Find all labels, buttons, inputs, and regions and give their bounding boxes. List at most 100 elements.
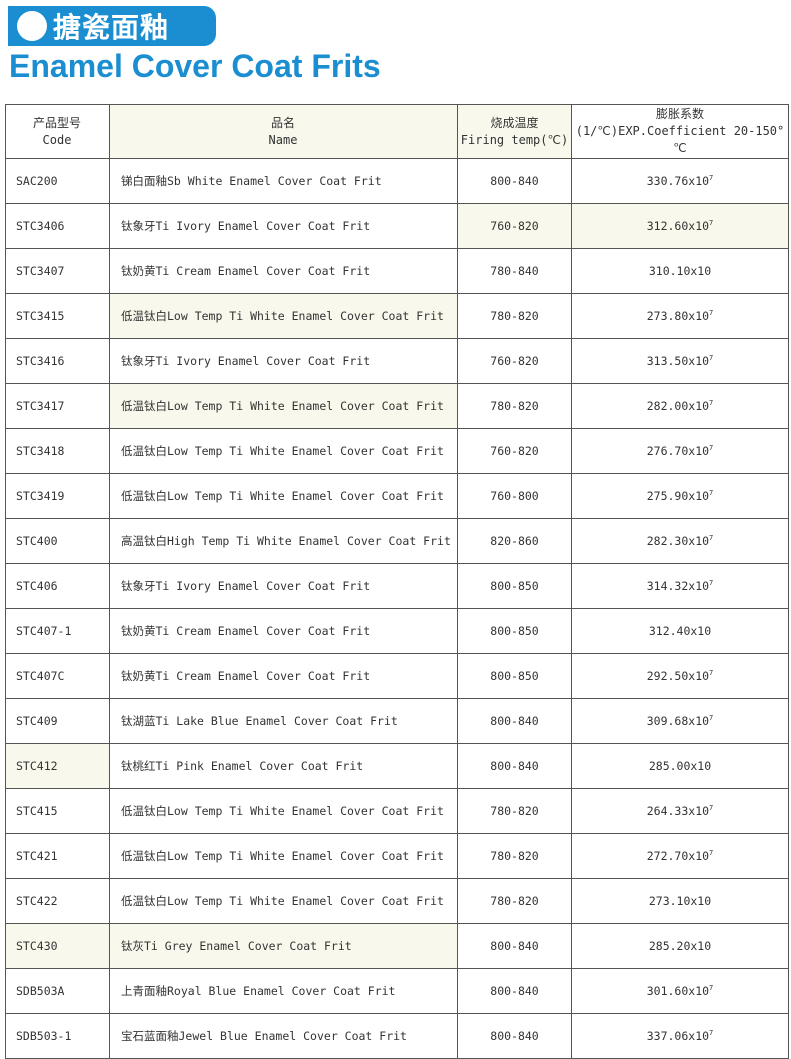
cell-temp: 800-850 <box>457 653 572 699</box>
cell-name: 低温钛白Low Temp Ti White Enamel Cover Coat … <box>109 473 458 519</box>
cell-code: STC430 <box>5 923 110 969</box>
cell-temp: 760-820 <box>457 338 572 384</box>
banner-title: 搪瓷面釉 <box>53 11 170 44</box>
cell-name: 钛桃红Ti Pink Enamel Cover Coat Frit <box>109 743 458 789</box>
cell-code: STC3406 <box>5 203 110 249</box>
table-row: STC407C 钛奶黄Ti Cream Enamel Cover Coat Fri… <box>5 653 789 699</box>
cell-temp: 780-820 <box>457 878 572 924</box>
coef-value: 272.70x10 <box>646 849 710 863</box>
cell-code: SDB503A <box>5 968 110 1014</box>
coef-exponent: 7 <box>709 984 714 993</box>
column-header-zh: 产品型号 <box>32 115 81 130</box>
coef-value: 309.68x10 <box>646 714 710 728</box>
coef-exponent: 7 <box>709 1029 714 1038</box>
cell-coef: 312.60x107 <box>571 203 789 249</box>
bullet-circle-icon <box>17 11 47 41</box>
cell-name: 低温钛白Low Temp Ti White Enamel Cover Coat … <box>109 833 458 879</box>
cell-name: 低温钛白Low Temp Ti White Enamel Cover Coat … <box>109 428 458 474</box>
column-header-zh: 膨胀系数 <box>655 107 704 121</box>
coef-value: 275.90x10 <box>646 489 710 503</box>
cell-code: STC415 <box>5 788 110 834</box>
section-banner: 搪瓷面釉 <box>8 6 216 46</box>
cell-name: 高温钛白High Temp Ti White Enamel Cover Coat… <box>109 518 458 564</box>
coef-exponent: 7 <box>709 849 714 858</box>
cell-code: STC407C <box>5 653 110 699</box>
coef-exponent: 7 <box>709 804 714 813</box>
cell-temp: 800-840 <box>457 158 572 204</box>
column-header-en: Name <box>268 132 298 147</box>
coef-exponent: 7 <box>709 309 714 318</box>
cell-code: STC3416 <box>5 338 110 384</box>
cell-coef: 273.80x107 <box>571 293 789 339</box>
column-header-en: Code <box>42 132 72 147</box>
cell-coef: 314.32x107 <box>571 563 789 609</box>
coef-value: 273.10x10 <box>648 894 712 908</box>
coef-value: 301.60x10 <box>646 984 710 998</box>
cell-code: STC3419 <box>5 473 110 519</box>
table-row: STC407-1 钛奶黄Ti Cream Enamel Cover Coat Fr… <box>5 608 789 654</box>
coef-exponent: 7 <box>709 444 714 453</box>
coef-value: 313.50x10 <box>646 354 710 368</box>
cell-coef: 276.70x107 <box>571 428 789 474</box>
table-row: STC3406 钛象牙Ti Ivory Enamel Cover Coat Fri… <box>5 203 789 249</box>
coef-value: 273.80x10 <box>646 309 710 323</box>
cell-code: STC400 <box>5 518 110 564</box>
cell-code: SDB503-1 <box>5 1013 110 1059</box>
cell-code: STC407-1 <box>5 608 110 654</box>
coef-value: 285.00x10 <box>648 759 712 773</box>
cell-name: 钛奶黄Ti Cream Enamel Cover Coat Frit <box>109 653 458 699</box>
table-row: STC422 低温钛白Low Temp Ti White Enamel Cover… <box>5 878 789 924</box>
table-row: SAC200 锑白面釉Sb White Enamel Cover Coat Fri… <box>5 158 789 204</box>
coef-exponent: 7 <box>709 219 714 228</box>
table-row: STC3407 钛奶黄Ti Cream Enamel Cover Coat Fri… <box>5 248 789 294</box>
cell-coef: 292.50x107 <box>571 653 789 699</box>
table-row: STC3416 钛象牙Ti Ivory Enamel Cover Coat Fri… <box>5 338 789 384</box>
coef-value: 285.20x10 <box>648 939 712 953</box>
coef-exponent: 7 <box>709 399 714 408</box>
cell-temp: 780-820 <box>457 293 572 339</box>
coef-value: 314.32x10 <box>646 579 710 593</box>
cell-coef: 310.10x10 <box>571 248 789 294</box>
coef-exponent: 7 <box>709 354 714 363</box>
cell-name: 宝石蓝面釉Jewel Blue Enamel Cover Coat Frit <box>109 1013 458 1059</box>
table-row: SDB503A 上青面釉Royal Blue Enamel Cover Coat … <box>5 968 789 1014</box>
coef-value: 310.10x10 <box>648 264 712 278</box>
cell-temp: 820-860 <box>457 518 572 564</box>
coef-value: 264.33x10 <box>646 804 710 818</box>
coef-exponent: 7 <box>709 579 714 588</box>
table-row: STC3419 低温钛白Low Temp Ti White Enamel Cove… <box>5 473 789 519</box>
cell-name: 低温钛白Low Temp Ti White Enamel Cover Coat … <box>109 878 458 924</box>
table-row: STC406 钛象牙Ti Ivory Enamel Cover Coat Frit… <box>5 563 789 609</box>
column-header: 产品型号 Code <box>5 104 110 159</box>
cell-coef: 282.30x107 <box>571 518 789 564</box>
column-header-zh: 烧成温度 <box>490 115 539 130</box>
cell-temp: 800-840 <box>457 1013 572 1059</box>
column-header: 膨胀系数 (1/℃)EXP.Coefficient 20-150° ℃ <box>571 104 789 159</box>
cell-coef: 273.10x10 <box>571 878 789 924</box>
table-row: STC400 高温钛白High Temp Ti White Enamel Cove… <box>5 518 789 564</box>
cell-name: 钛灰Ti Grey Enamel Cover Coat Frit <box>109 923 458 969</box>
cell-name: 钛象牙Ti Ivory Enamel Cover Coat Frit <box>109 563 458 609</box>
table-row: STC412 钛桃红Ti Pink Enamel Cover Coat Frit 8… <box>5 743 789 789</box>
cell-coef: 282.00x107 <box>571 383 789 429</box>
cell-temp: 780-820 <box>457 383 572 429</box>
cell-temp: 760-800 <box>457 473 572 519</box>
coef-value: 282.30x10 <box>646 534 710 548</box>
cell-name: 钛奶黄Ti Cream Enamel Cover Coat Frit <box>109 248 458 294</box>
cell-code: STC412 <box>5 743 110 789</box>
table-row: STC3418 低温钛白Low Temp Ti White Enamel Cove… <box>5 428 789 474</box>
cell-code: STC3407 <box>5 248 110 294</box>
page-title: Enamel Cover Coat Frits <box>9 48 381 84</box>
coef-value: 292.50x10 <box>646 669 710 683</box>
cell-temp: 800-840 <box>457 968 572 1014</box>
table-row: STC415 低温钛白Low Temp Ti White Enamel Cover… <box>5 788 789 834</box>
column-header-en: (1/℃)EXP.Coefficient 20-150° ℃ <box>575 124 785 155</box>
coef-value: 276.70x10 <box>646 444 710 458</box>
cell-temp: 780-840 <box>457 248 572 294</box>
cell-name: 钛象牙Ti Ivory Enamel Cover Coat Frit <box>109 338 458 384</box>
column-header-zh: 品名 <box>270 115 295 130</box>
table-row: STC409 钛湖蓝Ti Lake Blue Enamel Cover Coat … <box>5 698 789 744</box>
cell-name: 低温钛白Low Temp Ti White Enamel Cover Coat … <box>109 788 458 834</box>
cell-coef: 337.06x107 <box>571 1013 789 1059</box>
coef-exponent: 7 <box>709 669 714 678</box>
